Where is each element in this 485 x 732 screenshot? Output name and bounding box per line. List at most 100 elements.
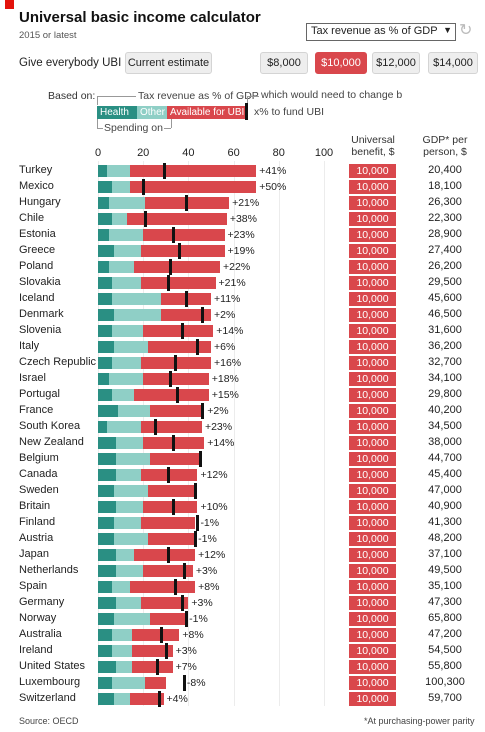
legend-spending-on: Spending on (104, 122, 163, 134)
benefit-value: 10,000 (349, 660, 396, 674)
bar-available (143, 373, 209, 385)
current-estimate-button[interactable]: Current estimate (125, 52, 212, 74)
table-row: Norway -1% 10,000 65,800 (0, 611, 485, 627)
source-note: Source: OECD (19, 716, 79, 726)
ubi-14000-button[interactable]: $14,000 (428, 52, 478, 74)
benefit-value: 10,000 (349, 372, 396, 386)
gdp-value: 47,000 (428, 484, 462, 496)
refresh-icon[interactable]: ↻ (459, 22, 473, 39)
table-row: Luxembourg -8% 10,000 100,300 (0, 675, 485, 691)
bar-other (111, 677, 146, 689)
ubi-12000-button[interactable]: $12,000 (372, 52, 420, 74)
bar-available (127, 213, 227, 225)
gdp-value: 100,300 (425, 676, 465, 688)
country-name: Spain (19, 580, 48, 592)
benefit-value: 10,000 (349, 276, 396, 290)
tax-revenue-marker (162, 163, 166, 179)
bar-health (98, 309, 114, 321)
benefit-value: 10,000 (349, 164, 396, 178)
table-row: Japan +12% 10,000 37,100 (0, 547, 485, 563)
gdp-value: 41,300 (428, 516, 462, 528)
tax-revenue-marker (144, 211, 148, 227)
bar-other (116, 597, 141, 609)
country-name: Slovakia (19, 276, 61, 288)
bar-other (118, 405, 150, 417)
gdp-value: 47,300 (428, 596, 462, 608)
bar-other (116, 661, 132, 673)
bar-health (98, 389, 112, 401)
tax-revenue-marker (180, 595, 184, 611)
benefit-value: 10,000 (349, 644, 396, 658)
tax-change-label: +38% (229, 213, 257, 225)
country-name: New Zealand (19, 436, 84, 448)
bar-available (147, 341, 211, 353)
bar-health (98, 629, 112, 641)
tax-revenue-marker (155, 659, 159, 675)
table-row: Iceland +11% 10,000 45,600 (0, 291, 485, 307)
country-name: Hungary (19, 196, 61, 208)
tax-revenue-marker (180, 323, 184, 339)
benefit-value: 10,000 (349, 212, 396, 226)
bar-other (116, 437, 144, 449)
table-row: Britain +10% 10,000 40,900 (0, 499, 485, 515)
country-name: Israel (19, 372, 46, 384)
gridline (143, 161, 145, 706)
gdp-value: 28,900 (428, 228, 462, 240)
country-name: Chile (19, 212, 45, 224)
tax-change-label: +14% (207, 437, 235, 449)
metric-select[interactable]: Tax revenue as % of GDP ▼ (306, 23, 456, 41)
bar-available (143, 501, 198, 513)
country-name: Canada (19, 468, 58, 480)
legend-leader-tax (97, 96, 136, 97)
legend-leader-change (247, 96, 259, 97)
bar-health (98, 453, 117, 465)
legend-fund-note: x% to fund UBI (254, 106, 325, 118)
tax-change-label: +3% (175, 645, 197, 657)
bar-other (111, 389, 135, 401)
country-name: France (19, 404, 54, 416)
tax-revenue-marker (200, 403, 204, 419)
bar-available (134, 389, 209, 401)
bar-available (140, 245, 225, 257)
gdp-header-line2: person, $ (423, 146, 467, 158)
bar-health (98, 517, 114, 529)
ubi-10000-button[interactable]: $10,000 (315, 52, 367, 74)
tax-revenue-marker (164, 643, 168, 659)
bar-available (145, 677, 166, 689)
legend-change-note: which would need to change b (261, 89, 403, 101)
gdp-value: 59,700 (428, 692, 462, 704)
bar-other (107, 421, 141, 433)
table-row: Italy +6% 10,000 36,200 (0, 339, 485, 355)
gdp-value: 45,400 (428, 468, 462, 480)
tax-revenue-marker (160, 627, 164, 643)
bar-health (98, 581, 112, 593)
country-name: Austria (19, 532, 54, 544)
bar-available (149, 453, 200, 465)
bar-other (113, 309, 162, 321)
tax-revenue-marker (182, 563, 186, 579)
bar-other (111, 629, 132, 641)
bar-other (109, 229, 144, 241)
bar-health (98, 421, 108, 433)
bar-health (98, 341, 114, 353)
country-name: Poland (19, 260, 54, 272)
bar-available (134, 261, 221, 273)
bar-other (109, 197, 146, 209)
ubi-8000-button[interactable]: $8,000 (260, 52, 308, 74)
legend-based-on: Based on: (48, 90, 96, 102)
benefit-value: 10,000 (349, 356, 396, 370)
tax-revenue-marker (158, 691, 162, 707)
bar-other (116, 549, 135, 561)
bar-available (143, 325, 214, 337)
tax-change-label: +23% (227, 229, 255, 241)
bar-health (98, 693, 114, 705)
table-row: Greece +19% 10,000 27,400 (0, 243, 485, 259)
gdp-value: 29,500 (428, 276, 462, 288)
country-name: Turkey (19, 164, 53, 176)
table-row: Chile +38% 10,000 22,300 (0, 211, 485, 227)
tax-change-label: +21% (232, 197, 260, 209)
tax-revenue-marker (173, 355, 177, 371)
legend-available-swatch: Available for UBI (167, 106, 245, 119)
bar-health (98, 277, 112, 289)
tax-change-label: -1% (189, 613, 208, 625)
